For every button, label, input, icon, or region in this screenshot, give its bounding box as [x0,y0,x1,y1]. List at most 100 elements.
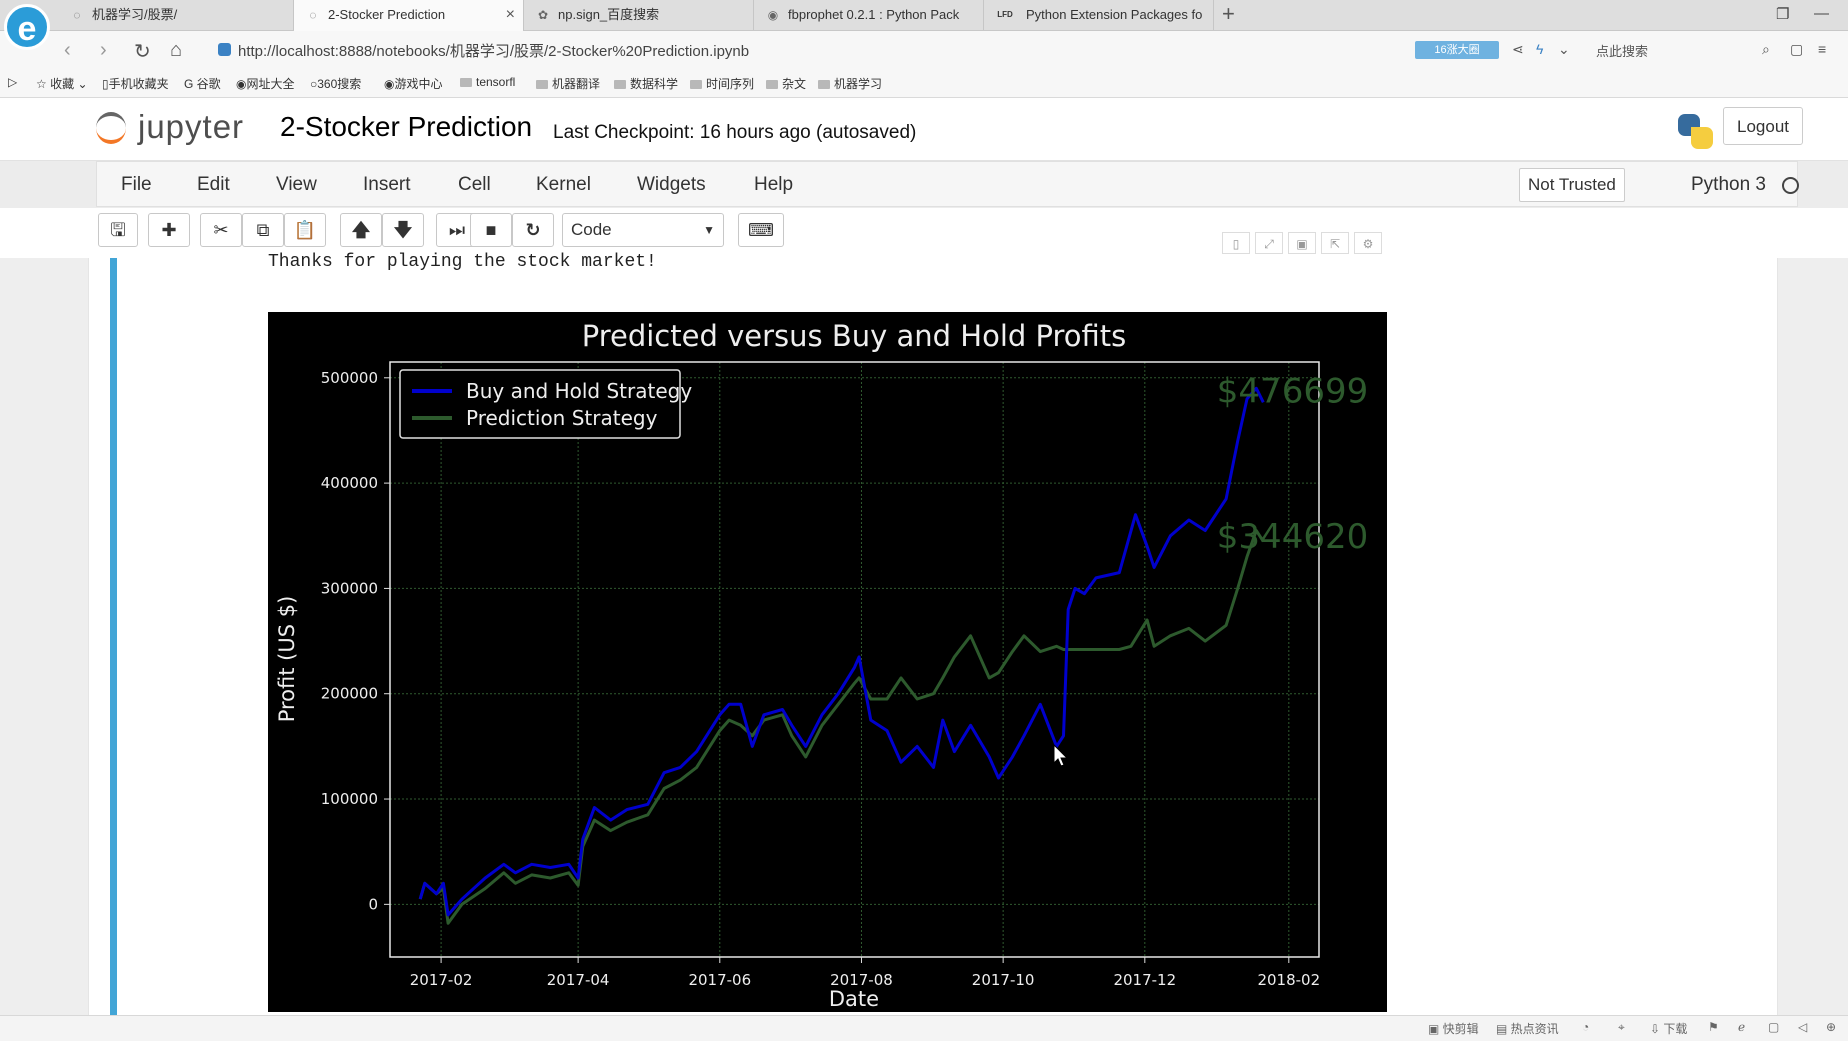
notebook-title[interactable]: 2-Stocker Prediction [280,111,533,142]
gear-icon[interactable]: ⚙ [1354,232,1382,254]
menu-icon[interactable]: ≡ [1818,41,1827,57]
hot-news-button[interactable]: ▤ 热点资讯 [1496,1022,1559,1036]
chart-figure: 2017-02 2017-04 2017-06 2017-08 2017-10 2017-… [268,312,1387,1012]
clipboard-icon[interactable]: ▯ [1222,232,1250,254]
flag-icon[interactable]: ⚑ [1708,1020,1719,1034]
volume-icon[interactable]: ◁ [1798,1020,1808,1034]
browser-status-bar: ▣ 快剪辑 ▤ 热点资讯 ◔ ⌖ ⇩ 下载 ⚑ ℯ ▢ ◁ ⊕ [0,1015,1848,1041]
output-text: Thanks for playing the stock market! [268,252,657,272]
menu-file[interactable]: File [121,174,152,195]
profit-annotation: $476699 [1217,371,1368,411]
bookmark-item[interactable]: ◉游戏中心 [384,77,443,91]
expand-icon[interactable]: ⤢ [1255,232,1283,254]
bookmark-item[interactable]: 杂文 [766,75,806,92]
zoom-icon[interactable]: ⊕ [1826,1020,1837,1034]
badge-label[interactable]: 16涨大圈 [1415,41,1499,59]
cell-type-select[interactable]: Code ▼ [562,213,724,247]
x-axis-label: Date [829,987,879,1011]
y-axis-label: Profit (US $) [275,596,299,723]
chart-series [418,386,1265,925]
search-icon[interactable]: ⌕ [1762,41,1770,57]
bookmark-label: 收藏 [50,77,75,91]
browser-tab[interactable]: ◌ 机器学习/股票/ [58,0,294,30]
logout-button[interactable]: Logout [1723,107,1803,145]
speed-icon[interactable]: ◔ [1582,1020,1590,1034]
statusbar-label: 快剪辑 [1442,1022,1479,1036]
bookmark-item[interactable]: 机器翻译 [536,75,600,92]
x-tick-label: 2017-02 [410,971,473,989]
reload-icon[interactable]: ↻ [134,41,151,63]
menu-insert[interactable]: Insert [363,174,411,195]
browser-tab[interactable]: ✿ np.sign_百度搜索 [524,0,754,30]
export-icon[interactable]: ⇱ [1321,232,1349,254]
bookmark-item[interactable]: tensorfl [460,75,515,89]
menu-help[interactable]: Help [754,174,794,195]
chevron-down-icon[interactable]: ⌄ [1558,41,1570,57]
restore-window-icon[interactable]: ❐ [1776,6,1790,23]
back-icon[interactable]: ‹ [64,39,71,61]
menu-cell[interactable]: Cell [458,174,491,195]
tab-view-icon[interactable]: ▢ [1790,41,1804,57]
insert-cell-button[interactable]: ✚ [148,213,190,247]
minimize-window-icon[interactable]: — [1814,5,1829,22]
lfd-icon: LFD [997,10,1013,19]
forward-icon[interactable]: › [100,39,107,61]
bookmark-item[interactable]: ◉网址大全 [236,77,295,91]
url-input[interactable]: http://localhost:8888/notebooks/机器学习/股票/… [238,43,750,60]
folder-icon [614,80,626,89]
bookmark-item[interactable]: ☆ 收藏 ⌄ [36,77,88,91]
bookmark-item[interactable]: 机器学习 [818,75,882,92]
tab-label: 2-Stocker Prediction [328,7,446,22]
menu-edit[interactable]: Edit [197,174,230,195]
bookmark-item[interactable]: G 谷歌 [184,77,221,91]
home-icon[interactable]: ⌂ [170,39,183,61]
move-down-button[interactable]: 🡇 [382,213,424,247]
y-tick-label: 200000 [321,685,378,703]
video-clip-button[interactable]: ▣ 快剪辑 [1428,1022,1479,1036]
statusbar-label: 下载 [1663,1022,1688,1036]
restart-button[interactable]: ↻ [512,213,554,247]
bookmark-item[interactable]: ○360搜索 [310,77,362,91]
bookmark-item[interactable]: ▯手机收藏夹 [102,77,169,91]
download-button[interactable]: ⇩ 下载 [1650,1022,1688,1036]
new-tab-button[interactable]: + [1222,1,1235,26]
bookmark-item[interactable]: 时间序列 [690,75,754,92]
window-icon[interactable]: ▢ [1768,1020,1780,1034]
bookmark-item[interactable]: 数据科学 [614,75,678,92]
y-tick-label: 100000 [321,790,378,808]
share-icon[interactable]: ⋖ [1512,41,1524,57]
bookmark-label: 360搜索 [317,77,362,91]
sidebar-toggle-icon[interactable]: ▷ [8,75,18,89]
move-up-button[interactable]: 🡅 [340,213,382,247]
save-button[interactable]: 🖫 [98,213,138,247]
browser-e-icon[interactable]: ℯ [1738,1020,1746,1034]
folder-icon [460,78,472,87]
folder-icon [766,80,778,89]
browser-tab[interactable]: ◉ fbprophet 0.2.1 : Python Pack [754,0,984,30]
chevron-down-icon: ▼ [703,223,715,237]
jupyter-logo-icon [96,112,126,144]
pin-icon[interactable]: ⌖ [1618,1020,1625,1034]
save-icon[interactable]: ▣ [1288,232,1316,254]
keyboard-shortcuts-button[interactable]: ⌨ [738,213,784,247]
interrupt-button[interactable]: ■ [470,213,512,247]
x-tick-label: 2017-10 [972,971,1035,989]
menubar: File Edit View Insert Cell Kernel Widget… [96,161,1799,207]
cut-button[interactable]: ✂ [200,213,242,247]
legend-label-buy-hold: Buy and Hold Strategy [466,379,692,403]
browser-tab[interactable]: LFD Python Extension Packages fo [984,0,1214,30]
not-trusted-button[interactable]: Not Trusted [1519,168,1625,202]
close-tab-icon[interactable]: × [505,6,515,23]
x-tick-label: 2017-04 [547,971,610,989]
tab-label: np.sign_百度搜索 [558,7,660,22]
browser-tab-active[interactable]: ◌ 2-Stocker Prediction × [294,0,524,31]
menu-widgets[interactable]: Widgets [637,174,706,195]
copy-button[interactable]: ⧉ [242,213,284,247]
search-input[interactable]: 点此搜索 [1596,44,1649,59]
loading-icon: ◌ [309,8,317,22]
lightning-icon[interactable]: ϟ [1536,41,1544,57]
paste-button[interactable]: 📋 [284,213,326,247]
menu-kernel[interactable]: Kernel [536,174,591,195]
menu-view[interactable]: View [276,174,317,195]
python-logo-icon [1676,112,1716,152]
